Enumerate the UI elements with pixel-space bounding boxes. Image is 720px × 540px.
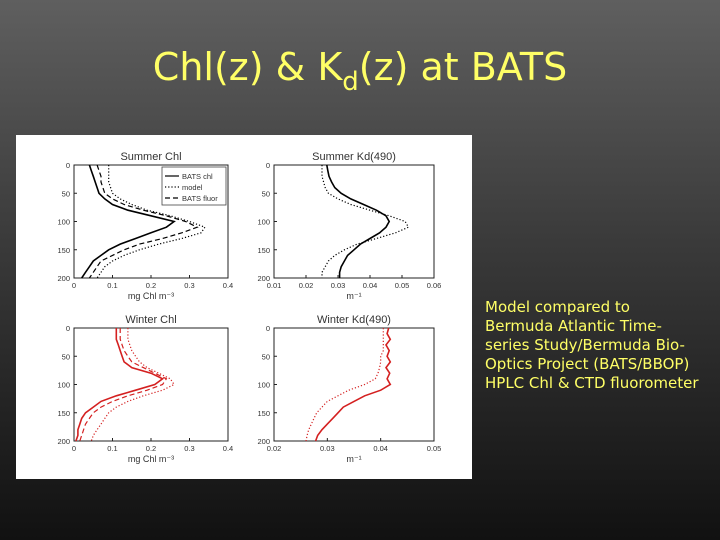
plot-frame: [273, 164, 435, 279]
x-tick-label: 0.05: [395, 281, 410, 290]
legend-entry: BATS fluor: [182, 194, 218, 203]
x-tick-label: 0.4: [223, 444, 233, 453]
x-tick-label: 0.3: [184, 444, 194, 453]
y-tick-label: 50: [62, 352, 70, 361]
x-tick-label: 0.03: [331, 281, 346, 290]
chart-title: Winter Chl: [125, 314, 176, 326]
y-tick-label: 200: [257, 274, 270, 283]
y-tick-label: 100: [57, 218, 70, 227]
y-tick-label: 50: [62, 189, 70, 198]
y-tick-label: 0: [266, 324, 270, 333]
x-tick-label: 0: [72, 281, 76, 290]
series-line-bats: [314, 327, 392, 442]
x-tick-label: 0.2: [146, 281, 156, 290]
y-tick-label: 150: [57, 409, 70, 418]
legend-box: [161, 166, 227, 206]
x-tick-label: 0.1: [107, 281, 117, 290]
caption-line-4: Optics Project (BATS/BBOP): [485, 355, 690, 373]
title-end: (z) at BATS: [358, 45, 568, 89]
caption-line-2: Bermuda Atlantic Time-: [485, 317, 662, 335]
plot-frame: [273, 327, 435, 442]
caption-line-1: Model compared to: [485, 298, 630, 316]
y-tick-label: 0: [66, 161, 70, 170]
x-tick-label: 0.4: [223, 281, 233, 290]
title-main: Chl(z) & K: [152, 45, 343, 89]
x-tick-label: 0.06: [427, 281, 442, 290]
x-tick-label: 0.04: [373, 444, 388, 453]
y-tick-label: 150: [257, 409, 270, 418]
chart-title: Winter Kd(490): [317, 314, 391, 326]
x-tick-label: 0.01: [267, 281, 282, 290]
x-tick-label: 0.3: [184, 281, 194, 290]
y-tick-label: 0: [266, 161, 270, 170]
y-tick-label: 0: [66, 324, 70, 333]
caption: Model compared to Bermuda Atlantic Time-…: [485, 298, 720, 393]
x-tick-label: 0.03: [320, 444, 335, 453]
series-line-bats-fluor: [79, 328, 168, 442]
x-tick-label: 0.02: [299, 281, 314, 290]
plot-frame: [73, 327, 229, 442]
y-tick-label: 200: [57, 274, 70, 283]
x-tick-label: 0.02: [267, 444, 282, 453]
x-axis-label: m⁻¹: [346, 454, 361, 464]
caption-line-5: HPLC Chl & CTD fluorometer: [485, 374, 699, 392]
series-line-bats-chl: [75, 328, 165, 442]
x-tick-label: 0.05: [427, 444, 442, 453]
series-line-bats-fluor: [88, 164, 199, 279]
x-tick-label: 0.2: [146, 444, 156, 453]
figure-panel: Summer Chl 0 0.1 0.2 0.3 0.4 0 50 100 150 200 mg Ch…: [16, 135, 472, 479]
x-tick-label: 0.04: [363, 281, 378, 290]
caption-line-3: series Study/Bermuda Bio-: [485, 336, 685, 354]
y-tick-label: 150: [57, 246, 70, 255]
y-tick-label: 50: [262, 189, 270, 198]
series-line-model: [305, 328, 384, 442]
x-axis-label: mg Chl m⁻³: [128, 454, 174, 464]
y-tick-label: 100: [257, 218, 270, 227]
title-subscript: d: [342, 67, 359, 97]
x-axis-label: mg Chl m⁻³: [128, 291, 174, 301]
legend-entry: model: [182, 183, 203, 192]
y-tick-label: 150: [257, 246, 270, 255]
y-tick-label: 100: [257, 381, 270, 390]
series-line-model: [321, 165, 410, 278]
figure-svg: Summer Chl 0 0.1 0.2 0.3 0.4 0 50 100 150 200 mg Ch…: [57, 151, 442, 464]
y-tick-label: 50: [262, 352, 270, 361]
y-tick-label: 100: [57, 381, 70, 390]
series-line-model: [90, 328, 175, 442]
series-line-bats: [326, 164, 391, 278]
y-tick-label: 200: [57, 437, 70, 446]
x-tick-label: 0.1: [107, 444, 117, 453]
chart-title: Summer Kd(490): [312, 151, 396, 163]
chart-title: Summer Chl: [120, 151, 181, 163]
legend-entry: BATS chl: [182, 172, 213, 181]
slide-title: Chl(z) & Kd(z) at BATS: [0, 42, 720, 97]
series-line-bats-chl: [81, 164, 176, 279]
x-axis-label: m⁻¹: [346, 291, 361, 301]
y-tick-label: 200: [257, 437, 270, 446]
x-tick-label: 0: [72, 444, 76, 453]
